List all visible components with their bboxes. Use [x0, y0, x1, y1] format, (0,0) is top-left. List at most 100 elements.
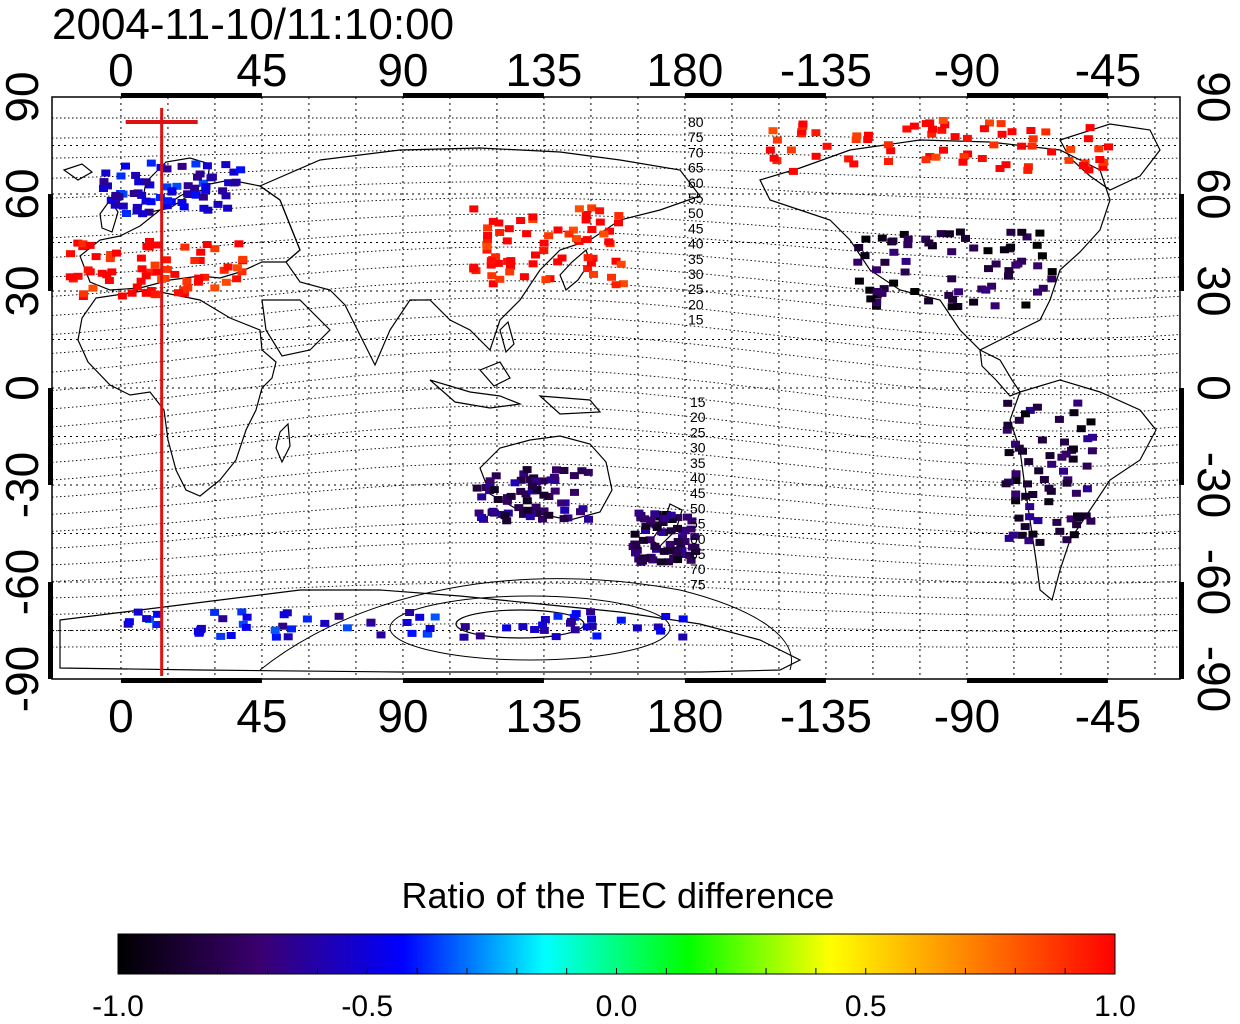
- tec-cell: [179, 203, 189, 211]
- tec-cell: [1068, 455, 1078, 463]
- tec-cell: [1037, 436, 1047, 444]
- tec-cell: [483, 231, 493, 239]
- tec-cell: [279, 611, 289, 619]
- tec-cell: [582, 623, 592, 631]
- tec-cell: [221, 192, 231, 200]
- tec-cell: [691, 548, 701, 555]
- tec-cell: [1011, 470, 1021, 478]
- colorbar-tick-label: -1.0: [92, 990, 144, 1023]
- tec-cell: [989, 141, 999, 149]
- tec-cell: [853, 258, 863, 266]
- tec-cell: [122, 210, 131, 217]
- right-latitude-label: 30: [1188, 265, 1240, 316]
- tec-cell: [1044, 484, 1054, 492]
- tec-cell: [1073, 399, 1083, 407]
- tec-cell: [1064, 156, 1074, 164]
- tec-cell: [667, 516, 677, 523]
- tec-cell: [677, 547, 687, 555]
- tec-cell: [961, 234, 970, 242]
- tec-cell: [161, 256, 171, 264]
- colorbar-ticks: -1.0 -0.5 0.0 0.5 1.0: [92, 968, 1136, 1023]
- tec-cell: [66, 250, 75, 258]
- tec-cell: [502, 237, 512, 245]
- tec-cell: [216, 632, 226, 640]
- tec-cell: [865, 286, 875, 294]
- tec-cell: [924, 297, 934, 305]
- left-latitude-label: -60: [0, 549, 48, 615]
- tec-cell: [991, 260, 1001, 268]
- tec-cell: [1023, 166, 1033, 174]
- tec-cell: [1047, 148, 1057, 156]
- tec-cell: [107, 268, 117, 276]
- tec-cell: [768, 127, 778, 135]
- tec-cell: [1027, 142, 1037, 150]
- tec-cell: [962, 134, 972, 142]
- tec-cell: [132, 207, 142, 215]
- tec-cell: [995, 165, 1005, 172]
- tec-cell: [586, 259, 596, 267]
- tec-cell: [73, 239, 83, 247]
- tec-cell: [531, 477, 541, 485]
- tec-cell: [614, 219, 623, 227]
- tec-cell: [954, 288, 964, 296]
- tec-cell: [491, 472, 501, 480]
- tec-cell: [531, 251, 540, 259]
- tec-cell: [854, 277, 864, 285]
- tec-cell: [1007, 128, 1017, 136]
- tec-cell: [493, 259, 503, 267]
- tec-cell: [1052, 518, 1062, 526]
- tec-cell: [162, 183, 172, 191]
- tec-cell: [488, 217, 498, 225]
- tec-cell: [229, 168, 239, 176]
- tec-cell: [577, 467, 587, 475]
- tec-cell: [844, 155, 854, 163]
- tec-cell: [979, 125, 989, 133]
- tec-cell: [1020, 523, 1030, 531]
- tec-cell: [661, 511, 671, 518]
- tec-cell: [162, 165, 172, 173]
- tec-cell: [522, 497, 532, 505]
- tec-cell: [1024, 458, 1034, 466]
- tec-cell: [928, 125, 937, 133]
- tec-cell: [574, 205, 584, 213]
- tec-cell: [141, 178, 151, 186]
- tec-cell: [415, 613, 425, 621]
- tec-cell: [769, 154, 779, 162]
- tec-cell: [477, 514, 486, 521]
- tec-cell: [278, 622, 288, 630]
- tec-cell: [1035, 229, 1045, 237]
- tec-cell: [185, 191, 195, 198]
- tec-cell: [334, 612, 344, 620]
- tec-cell: [523, 506, 533, 514]
- tec-cell: [944, 230, 954, 238]
- tec-cell: [506, 492, 516, 500]
- tec-cell: [551, 633, 561, 641]
- tec-cell: [1022, 233, 1032, 241]
- tec-cell: [194, 274, 204, 282]
- top-longitude-label: -90: [934, 44, 1000, 96]
- tec-cell: [482, 246, 492, 254]
- tec-cell: [180, 243, 190, 251]
- tec-cell: [849, 160, 859, 168]
- contour-label-south: 20: [690, 409, 706, 425]
- tec-cell: [423, 629, 433, 637]
- tec-cell: [678, 526, 688, 534]
- tec-cell: [587, 622, 597, 630]
- tec-cell: [634, 509, 644, 517]
- tec-cell: [1059, 467, 1068, 475]
- tec-cell: [141, 197, 151, 205]
- left-latitude-labels: 90 60 30 0 -30 -60 -90: [0, 71, 48, 712]
- contour-label-north: 25: [688, 281, 704, 297]
- tec-cell: [564, 230, 574, 238]
- tec-cell: [544, 511, 554, 519]
- tec-cell: [631, 549, 640, 557]
- tec-cell: [221, 161, 231, 169]
- tec-cell: [502, 517, 512, 525]
- tec-cell: [1088, 433, 1097, 441]
- tec-cell: [959, 153, 969, 160]
- tec-cell: [638, 557, 647, 565]
- tec-cell: [522, 230, 532, 238]
- tec-cell: [1068, 445, 1078, 453]
- tec-cell: [861, 235, 871, 243]
- tec-cell: [136, 254, 146, 262]
